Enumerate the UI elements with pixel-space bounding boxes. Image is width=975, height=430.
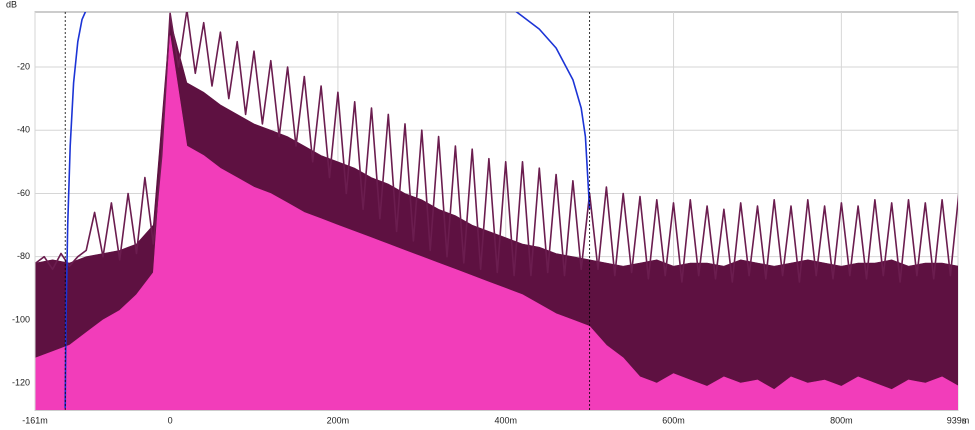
y-tick-label: -60 [17,188,30,198]
y-tick-label: -40 [17,125,30,135]
x-tick-label: 400m [494,415,517,425]
line [64,12,591,409]
area [35,35,958,410]
y-tick-label: -120 [12,378,30,388]
tick-labels: -20 -40 -60 -80 -100 -120 -161m 0 200m 400m 600m 80… [12,61,969,425]
plot-marks [35,12,958,410]
x-tick-label: 0 [168,415,173,425]
line [35,12,958,283]
x-tick-label: 939m [947,415,970,425]
x-tick-label: -161m [22,415,48,425]
y-axis-label: dB [6,0,17,9]
x-tick-label: 800m [830,415,853,425]
y-tick-label: -100 [12,314,30,324]
x-tick-label: 600m [662,415,685,425]
x-tick-label: 200m [327,415,350,425]
y-tick-label: -80 [17,251,30,261]
y-tick-label: -20 [17,61,30,71]
x-axis-label: s [962,415,967,425]
